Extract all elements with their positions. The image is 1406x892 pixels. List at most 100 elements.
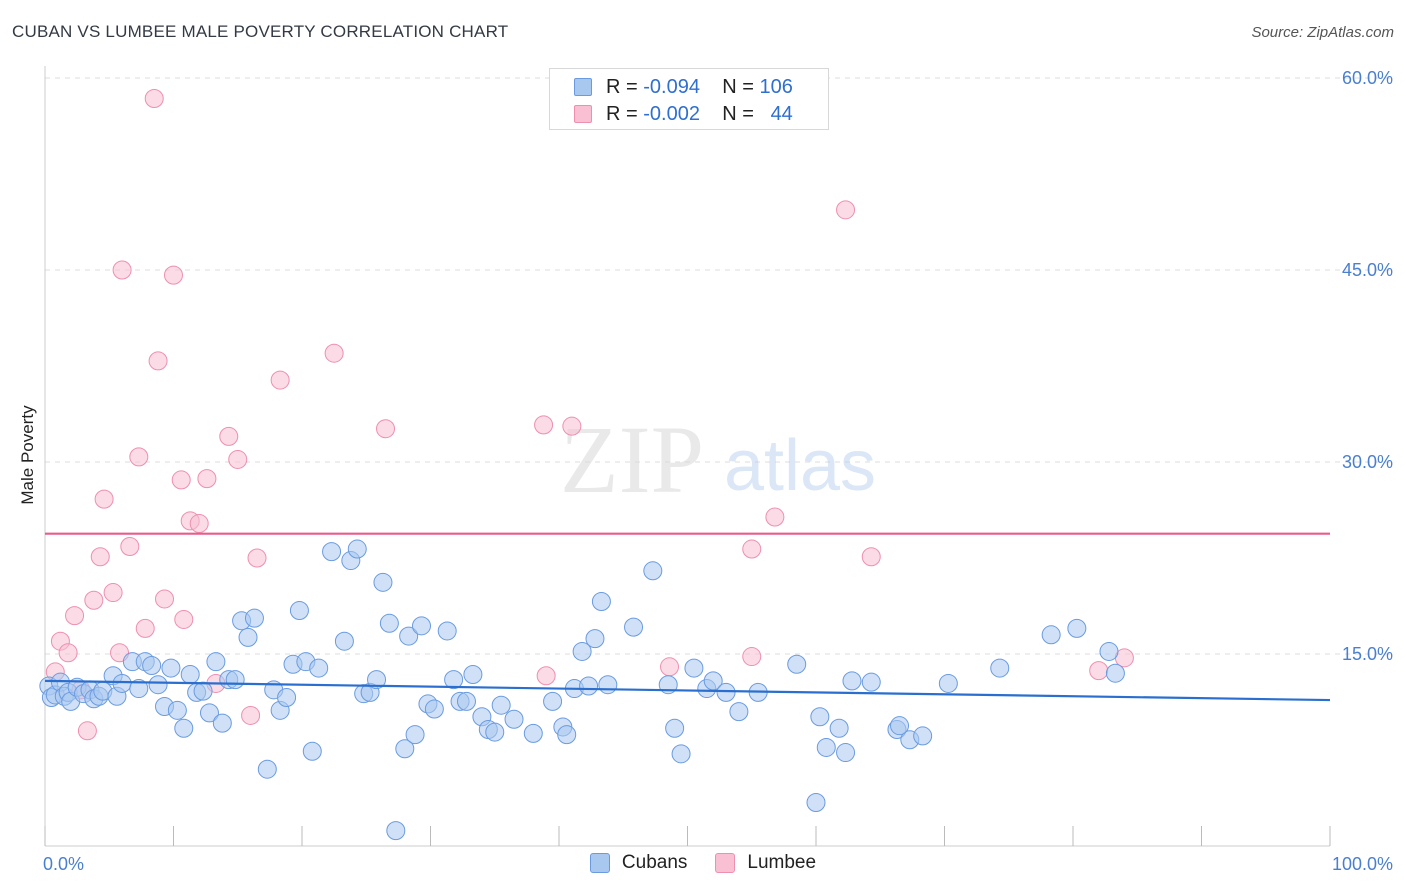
legend-n-label-cubans: N = xyxy=(722,75,754,98)
lumbee-point-28 xyxy=(247,548,267,568)
correlation-legend: R = -0.094 N = 106 R = -0.002 N = 44 xyxy=(549,68,829,130)
cuban-point-22 xyxy=(161,658,181,678)
legend-swatch-lumbee xyxy=(574,105,592,123)
cuban-point-35 xyxy=(244,608,264,628)
cuban-point-108 xyxy=(890,716,910,736)
legend-row-lumbee: R = -0.002 N = 44 xyxy=(574,102,793,126)
lumbee-point-34 xyxy=(536,666,556,686)
trendlines xyxy=(44,532,1331,702)
series-name-cubans: Cubans xyxy=(621,852,688,873)
cuban-point-81 xyxy=(624,617,644,637)
lumbee-point-12 xyxy=(120,536,140,556)
cuban-point-55 xyxy=(395,739,415,759)
cuban-point-61 xyxy=(437,621,457,641)
cuban-point-103 xyxy=(990,658,1010,678)
lumbee-point-8 xyxy=(94,489,114,509)
legend-row-cubans: R = -0.094 N = 106 xyxy=(574,75,793,99)
cuban-point-107 xyxy=(806,792,826,812)
lumbee-point-2 xyxy=(58,643,78,663)
cuban-point-44 xyxy=(309,658,329,678)
cuban-point-106 xyxy=(1099,641,1119,661)
watermark: ZIP atlas xyxy=(560,406,876,513)
cuban-point-94 xyxy=(816,737,836,757)
source-label: Source: ZipAtlas.com xyxy=(1251,24,1394,41)
series-swatch-cubans xyxy=(589,853,610,873)
axes xyxy=(44,66,1331,847)
y-tick-label-1: 30.0% xyxy=(1342,452,1393,472)
cuban-point-36 xyxy=(257,759,277,779)
cuban-point-101 xyxy=(913,726,933,746)
cuban-point-89 xyxy=(716,682,736,702)
cuban-point-58 xyxy=(412,616,432,636)
lumbee-points xyxy=(45,88,1134,741)
cuban-point-54 xyxy=(386,821,406,841)
lumbee-point-39 xyxy=(836,200,856,220)
grid-lines xyxy=(45,77,1395,655)
cuban-point-29 xyxy=(206,652,226,672)
legend-n-label-lumbee: N = xyxy=(722,102,754,125)
cuban-point-104 xyxy=(1041,625,1061,645)
lumbee-point-6 xyxy=(84,590,104,610)
cuban-point-27 xyxy=(193,681,213,701)
lumbee-point-7 xyxy=(90,547,110,567)
cuban-point-52 xyxy=(373,572,393,592)
lumbee-point-11 xyxy=(112,260,132,280)
series-legend: Cubans Lumbee xyxy=(0,852,1406,874)
legend-r-label-cubans: R = xyxy=(606,75,638,98)
cuban-point-48 xyxy=(347,539,367,559)
legend-item-lumbee: Lumbee xyxy=(715,852,816,874)
cuban-point-15 xyxy=(112,673,132,693)
trendline-cubans xyxy=(44,679,1331,702)
cuban-point-98 xyxy=(861,672,881,692)
lumbee-point-22 xyxy=(189,513,209,533)
cuban-point-24 xyxy=(174,718,194,738)
cuban-point-97 xyxy=(842,671,862,691)
tick-labels: 15.0% 30.0% 45.0% 60.0% 0.0% 100.0% xyxy=(43,68,1393,874)
cuban-point-93 xyxy=(810,707,830,727)
y-tick-label-3: 60.0% xyxy=(1342,68,1393,88)
x-tick-label-min: 0.0% xyxy=(43,854,84,874)
legend-r-value-lumbee: -0.002 xyxy=(643,102,700,125)
cuban-point-53 xyxy=(379,613,399,633)
cuban-point-105 xyxy=(1067,618,1087,638)
x-tick-label-max: 100.0% xyxy=(1332,854,1393,874)
lumbee-point-18 xyxy=(164,265,183,285)
legend-r-value-cubans: -0.094 xyxy=(643,75,700,98)
lumbee-point-20 xyxy=(174,609,194,629)
cuban-point-62 xyxy=(444,670,464,690)
cuban-point-85 xyxy=(671,744,691,764)
cuban-point-86 xyxy=(684,658,704,678)
cuban-point-20 xyxy=(148,675,168,695)
cuban-point-17 xyxy=(129,679,149,699)
lumbee-point-36 xyxy=(742,539,762,559)
cuban-points xyxy=(39,539,1125,841)
lumbee-point-27 xyxy=(241,705,261,725)
cuban-point-51 xyxy=(367,670,387,690)
cuban-point-34 xyxy=(238,627,258,647)
lumbee-point-25 xyxy=(219,426,239,446)
watermark-zip: ZIP xyxy=(560,406,704,513)
cuban-point-46 xyxy=(334,631,354,651)
y-tick-label-2: 45.0% xyxy=(1342,260,1393,280)
legend-item-cubans: Cubans xyxy=(589,852,688,874)
cuban-point-60 xyxy=(424,699,444,719)
cuban-point-80 xyxy=(598,675,618,695)
cuban-point-74 xyxy=(557,725,577,745)
cuban-point-25 xyxy=(180,664,200,684)
cuban-point-102 xyxy=(938,673,958,693)
watermark-atlas: atlas xyxy=(724,426,876,506)
lumbee-point-19 xyxy=(171,470,191,490)
chart-title: CUBAN VS LUMBEE MALE POVERTY CORRELATION… xyxy=(12,22,509,41)
lumbee-point-5 xyxy=(77,721,97,741)
cuban-point-43 xyxy=(302,741,322,761)
lumbee-point-40 xyxy=(861,547,881,567)
y-tick-label-0: 15.0% xyxy=(1342,644,1393,664)
cuban-point-45 xyxy=(322,542,342,562)
cuban-point-39 xyxy=(277,688,297,708)
lumbee-point-23 xyxy=(197,469,217,489)
cuban-point-41 xyxy=(289,600,309,620)
lumbee-point-9 xyxy=(103,583,123,603)
cuban-point-68 xyxy=(485,722,505,742)
lumbee-point-30 xyxy=(324,343,344,363)
